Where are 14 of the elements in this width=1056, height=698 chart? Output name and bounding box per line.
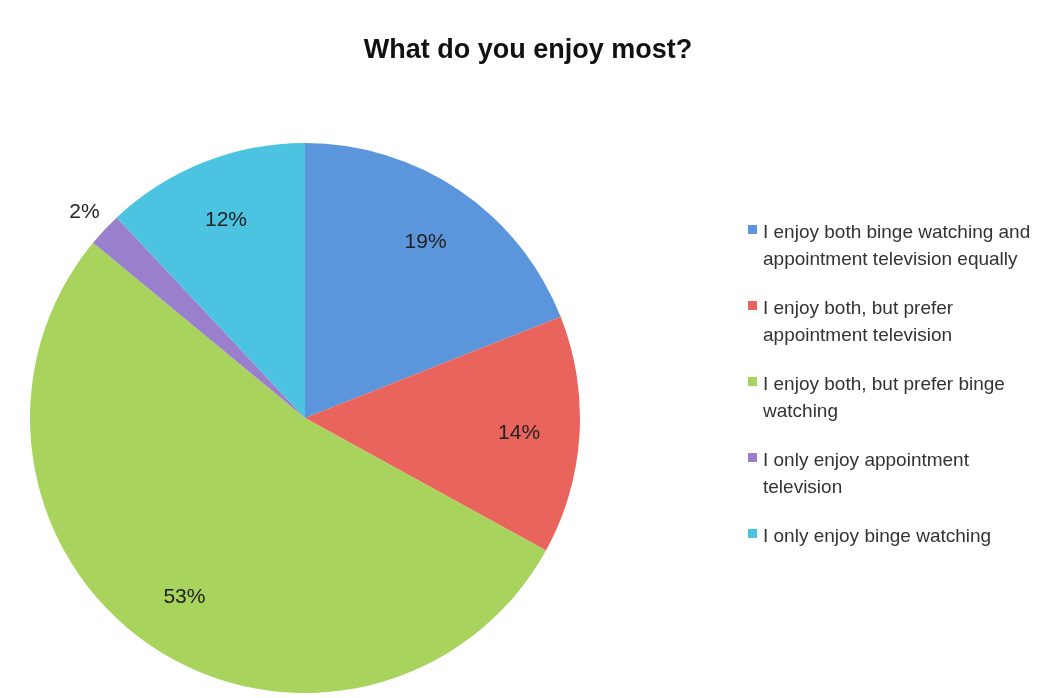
data-label: 19% <box>404 229 447 253</box>
chart-title: What do you enjoy most? <box>362 34 694 65</box>
legend-label: I only enjoy binge watching <box>763 524 992 548</box>
pie-slice <box>305 316 580 551</box>
data-label: 2% <box>69 199 100 223</box>
legend-label: I enjoy both, but prefer appointment television <box>763 296 955 347</box>
legend-label: I enjoy both, but prefer binge watching <box>763 372 1006 423</box>
pie-slice <box>116 143 305 418</box>
legend-label: I only enjoy appointment television <box>763 448 970 499</box>
data-label: 53% <box>163 583 206 607</box>
pie-slice <box>305 143 561 418</box>
legend-label: I enjoy both binge watching and appointment television equally <box>763 220 1032 271</box>
data-label: 14% <box>498 419 541 443</box>
data-label: 12% <box>205 207 248 231</box>
